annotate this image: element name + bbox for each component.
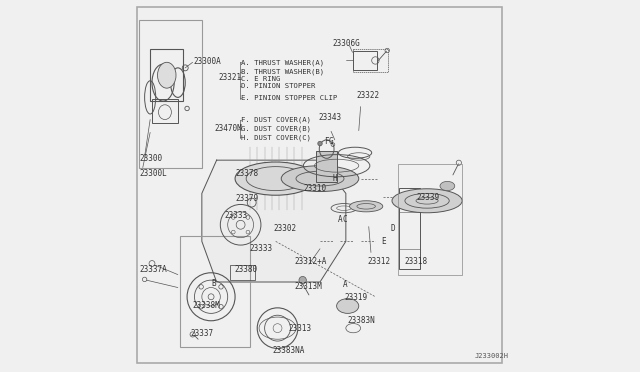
Text: 23337: 23337 (190, 329, 213, 338)
Text: B. THRUST WASHER(B): B. THRUST WASHER(B) (241, 68, 324, 75)
Circle shape (299, 276, 307, 284)
Ellipse shape (337, 299, 359, 313)
Text: 23310: 23310 (304, 185, 327, 193)
Text: 23306G: 23306G (333, 39, 361, 48)
Ellipse shape (281, 166, 359, 192)
Text: 23470M: 23470M (215, 124, 243, 133)
Text: 23333: 23333 (224, 211, 247, 220)
Text: 23313: 23313 (289, 324, 312, 333)
Text: 23319: 23319 (344, 293, 367, 302)
Ellipse shape (392, 189, 462, 213)
Ellipse shape (157, 62, 176, 88)
Text: 23383N: 23383N (348, 316, 376, 325)
Text: D. PINION STOPPER: D. PINION STOPPER (241, 83, 316, 89)
Text: 23312+A: 23312+A (295, 257, 327, 266)
Text: C. E RING: C. E RING (241, 76, 281, 82)
Bar (353, 51, 377, 70)
Text: 23300L: 23300L (140, 169, 168, 177)
Bar (180, 236, 250, 347)
Text: G. DUST COVER(B): G. DUST COVER(B) (241, 125, 311, 132)
Ellipse shape (235, 162, 316, 195)
Text: F: F (324, 137, 329, 146)
Text: A: A (338, 215, 342, 224)
Circle shape (318, 141, 322, 146)
Text: 23322: 23322 (357, 91, 380, 100)
Text: C: C (343, 215, 348, 224)
Text: 23300A: 23300A (193, 57, 221, 66)
Bar (152, 99, 178, 123)
Text: 23313M: 23313M (295, 282, 323, 291)
Bar (397, 164, 462, 275)
Text: H. DUST COVER(C): H. DUST COVER(C) (241, 134, 311, 141)
Text: J233002H: J233002H (475, 353, 509, 359)
Bar (150, 49, 184, 101)
Bar (399, 188, 420, 269)
Text: 23312: 23312 (367, 257, 390, 266)
Text: 23339: 23339 (417, 193, 440, 202)
Text: G: G (328, 137, 333, 146)
Bar (316, 151, 337, 182)
Text: 23300: 23300 (140, 154, 163, 163)
Text: 23337A: 23337A (139, 264, 167, 273)
Text: E: E (381, 237, 385, 246)
Text: E. PINION STOPPER CLIP: E. PINION STOPPER CLIP (241, 95, 338, 101)
Text: A: A (343, 280, 348, 289)
Text: 23302: 23302 (274, 224, 297, 233)
Text: D: D (390, 224, 395, 233)
Ellipse shape (349, 201, 383, 212)
Text: 23383NA: 23383NA (272, 346, 305, 355)
Text: 23338M: 23338M (193, 301, 220, 311)
Polygon shape (202, 160, 346, 282)
Text: B: B (212, 279, 216, 288)
Bar (230, 265, 255, 280)
Text: 23343: 23343 (318, 113, 341, 122)
Text: F. DUST COVER(A): F. DUST COVER(A) (241, 116, 311, 123)
Text: A. THRUST WASHER(A): A. THRUST WASHER(A) (241, 59, 324, 65)
Text: H: H (333, 174, 337, 183)
Text: 23321: 23321 (218, 73, 241, 81)
Ellipse shape (440, 182, 455, 190)
Text: 23379: 23379 (235, 195, 258, 203)
Bar (139, 20, 202, 167)
Text: 23378: 23378 (235, 169, 258, 177)
Text: 23333: 23333 (250, 244, 273, 253)
Text: 23318: 23318 (405, 257, 428, 266)
Text: 23380: 23380 (234, 264, 257, 273)
